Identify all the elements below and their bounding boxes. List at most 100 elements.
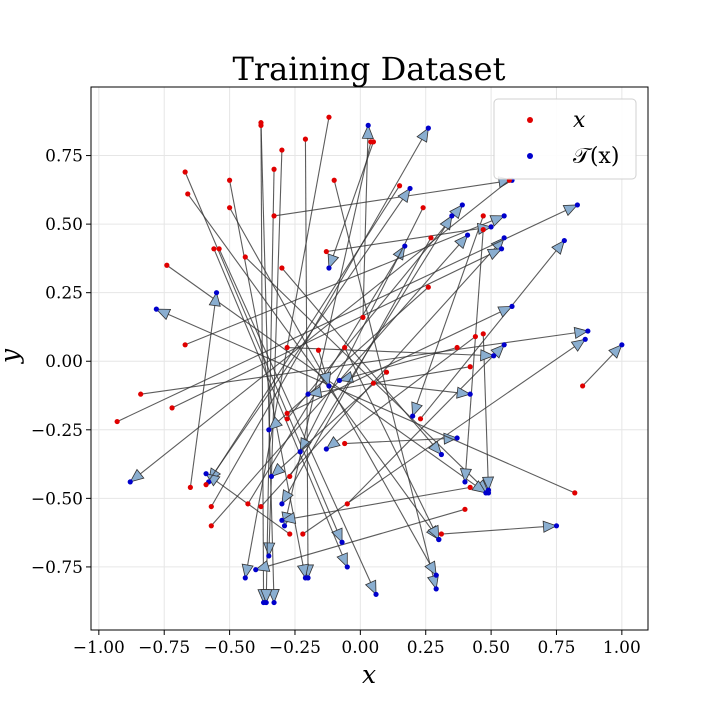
arrow-shaft: [218, 248, 372, 583]
tx-point: [268, 473, 275, 480]
legend-label-tx: 𝒯(x): [573, 144, 619, 169]
chart-title: Training Dataset: [233, 50, 506, 88]
arrow-shaft: [302, 346, 575, 535]
arrow-shaft: [344, 438, 445, 445]
x-point: [572, 490, 578, 496]
tx-point: [491, 353, 497, 359]
arrow-head: [411, 401, 423, 418]
x-point: [417, 416, 424, 422]
legend-marker-tx: [527, 153, 533, 159]
arrow-shaft: [184, 171, 338, 531]
x-point: [164, 262, 170, 268]
tx-point: [365, 122, 371, 128]
arrow-head: [307, 385, 323, 398]
arrow-head: [241, 563, 254, 579]
x-point: [425, 284, 431, 290]
arrow-head: [416, 127, 429, 143]
tx-point: [561, 237, 567, 244]
x-point: [226, 177, 233, 183]
y-tick-label: 0.50: [45, 215, 83, 235]
arrow-head: [327, 253, 340, 269]
x-point: [370, 380, 377, 386]
x-point: [454, 344, 460, 351]
x-axis-label: x: [362, 660, 376, 689]
tx-point: [279, 517, 285, 523]
arrow-shaft: [286, 311, 501, 414]
x-point: [284, 416, 290, 422]
x-point: [203, 482, 209, 488]
tx-point: [127, 479, 133, 485]
x-point: [323, 248, 329, 255]
x-point: [208, 503, 214, 510]
arrow-shaft: [268, 508, 466, 567]
tx-point: [553, 523, 560, 529]
tx-point: [279, 501, 285, 507]
arrow-head: [155, 308, 172, 321]
tx-point: [509, 303, 515, 309]
arrow-shaft: [317, 350, 326, 374]
x-tick-label: 0.00: [341, 638, 379, 658]
arrow-head: [260, 589, 273, 604]
x-point: [396, 183, 403, 189]
tx-point: [410, 413, 416, 419]
x-point: [216, 246, 222, 252]
arrow-shaft: [210, 139, 423, 507]
arrow-head: [427, 574, 439, 590]
x-point: [344, 501, 350, 507]
tx-point: [302, 575, 309, 581]
x-point: [287, 473, 293, 480]
arrow-shaft: [286, 214, 455, 420]
arrow-head: [562, 204, 579, 217]
tx-point: [438, 451, 445, 458]
tx-point: [582, 336, 588, 342]
tx-point: [402, 243, 408, 249]
x-point: [342, 344, 348, 351]
x-tick-label: −0.75: [138, 638, 190, 658]
arrow-head: [280, 511, 297, 525]
arrow-head: [361, 124, 374, 139]
y-tick-label: 0.25: [45, 284, 83, 304]
tx-point: [407, 185, 413, 192]
x-point: [300, 531, 306, 537]
arrow-head: [542, 520, 558, 533]
x-point: [302, 136, 309, 142]
arrow-shaft: [281, 267, 434, 445]
arrow-shaft: [304, 139, 309, 565]
x-point: [284, 410, 290, 416]
arrow-head: [489, 215, 506, 227]
tx-point: [326, 383, 332, 389]
arrow-head: [471, 480, 487, 494]
x-point: [287, 531, 293, 537]
tx-point: [459, 202, 465, 208]
arrow-shaft: [333, 180, 434, 577]
arrow-shaft: [441, 526, 544, 535]
arrow-head: [254, 560, 271, 572]
tx-point: [336, 377, 343, 384]
arrow-shaft: [260, 247, 496, 507]
x-point: [211, 246, 217, 252]
arrow-head: [281, 489, 294, 505]
tx-point: [501, 342, 507, 348]
x-point: [284, 344, 290, 351]
tx-point: [373, 591, 379, 597]
x-tick-label: 1.00: [603, 638, 641, 658]
x-point: [185, 191, 191, 197]
x-point: [208, 523, 214, 529]
arrow-head: [481, 476, 495, 492]
arrow-head: [263, 542, 276, 557]
tx-point: [464, 232, 471, 238]
x-point: [383, 369, 390, 375]
arrow-head: [331, 527, 343, 544]
arrow-shaft: [189, 305, 216, 488]
arrow-shaft: [265, 169, 275, 590]
x-point: [258, 503, 264, 510]
x-tick-label: −0.25: [269, 638, 321, 658]
tx-point: [271, 599, 277, 606]
y-tick-label: −0.50: [31, 489, 83, 509]
tx-point: [501, 213, 507, 219]
x-point: [226, 205, 233, 211]
x-point: [438, 531, 445, 537]
arrow-head: [456, 386, 472, 399]
arrow-shaft: [140, 332, 576, 395]
arrow-shaft: [213, 248, 343, 556]
